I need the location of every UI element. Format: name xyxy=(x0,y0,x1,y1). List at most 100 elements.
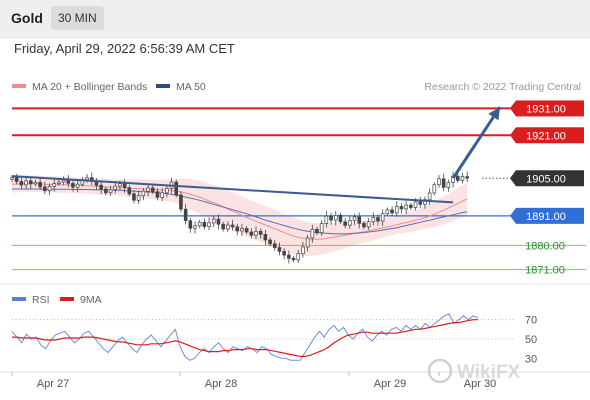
candle-body xyxy=(249,231,254,236)
candle-body xyxy=(136,195,141,201)
candle-body xyxy=(122,183,127,188)
candle-body xyxy=(380,213,385,222)
candle-body xyxy=(357,216,362,224)
candle-body xyxy=(258,231,263,235)
candle-body xyxy=(291,257,296,261)
ma50-line xyxy=(12,188,468,235)
trendline xyxy=(11,175,454,204)
candle-body xyxy=(268,239,272,245)
candle-body xyxy=(324,215,329,224)
candle-body xyxy=(390,209,394,214)
candle-body xyxy=(207,222,211,227)
watermark-logo-icon xyxy=(427,358,453,384)
candle-body xyxy=(310,228,315,239)
rsi-legend-swatch xyxy=(60,297,74,301)
candle-body xyxy=(211,218,216,224)
candle-body xyxy=(197,221,202,227)
candle-body xyxy=(272,243,277,248)
candle-body xyxy=(179,194,183,210)
candle-body xyxy=(404,204,408,210)
pivot-level-label: 1891.00 xyxy=(526,211,566,223)
candle-body xyxy=(132,193,136,201)
candle-body xyxy=(19,181,24,186)
candle-body xyxy=(319,223,324,234)
candle-body xyxy=(43,186,47,192)
rsi-legend-label: RSI xyxy=(32,294,50,306)
candle-body xyxy=(446,182,451,188)
resistance-label-box xyxy=(516,100,584,117)
candle-body xyxy=(460,176,465,181)
candle-body xyxy=(174,181,179,196)
resistance-label-pointer xyxy=(510,127,516,144)
x-tick-label: Apr 28 xyxy=(205,378,237,390)
candle-body xyxy=(277,247,282,252)
candle-body xyxy=(423,199,427,205)
x-tick-label: Apr 29 xyxy=(374,378,406,390)
candle-body xyxy=(118,183,122,187)
support-level-label: 1880.00 xyxy=(525,240,565,252)
candle-body xyxy=(244,228,249,233)
candle-body xyxy=(193,225,197,229)
candle-body xyxy=(301,246,305,255)
candle-body xyxy=(66,179,71,184)
candle-body xyxy=(226,224,230,230)
legend-swatch xyxy=(156,84,170,88)
ma20-line xyxy=(11,183,468,240)
candle-body xyxy=(113,185,118,190)
candle-body xyxy=(394,206,399,214)
timeframe-badge[interactable]: 30 MIN xyxy=(51,6,104,30)
candle-body xyxy=(24,180,28,186)
candle-body xyxy=(104,188,108,194)
rsi-tick-label: 50 xyxy=(525,334,537,346)
candle-body xyxy=(240,228,244,232)
projection-arrow-head xyxy=(488,107,500,121)
candle-body xyxy=(385,209,390,215)
candle-body xyxy=(14,177,19,182)
resistance-label-pointer xyxy=(510,100,516,117)
candle-body xyxy=(165,188,169,194)
candle-body xyxy=(235,226,240,232)
candle-body xyxy=(47,186,52,191)
pivot-label-pointer xyxy=(510,207,516,224)
candle-body xyxy=(160,192,164,198)
legend-swatch xyxy=(12,84,26,88)
candle-body xyxy=(432,184,437,194)
candle-body xyxy=(28,180,33,185)
candle-body xyxy=(348,220,352,226)
candle-body xyxy=(282,250,286,256)
candle-body xyxy=(52,183,57,187)
candle-body xyxy=(418,201,423,205)
candle-body xyxy=(427,192,432,201)
candle-body xyxy=(202,221,207,227)
candle-body xyxy=(75,183,80,188)
last-price-label: 1905.00 xyxy=(526,173,566,185)
candle-body xyxy=(57,181,61,184)
last-price-label-box xyxy=(516,170,584,187)
instrument-title: Gold xyxy=(11,10,43,26)
candle-body xyxy=(188,220,193,229)
legend-label: MA 20 + Bollinger Bands xyxy=(32,81,147,93)
candle-body xyxy=(371,217,376,223)
chart-credit: Research © 2022 Trading Central xyxy=(424,81,581,93)
watermark-text: WikiFX xyxy=(457,362,520,383)
candle-body xyxy=(343,221,347,226)
candle-body xyxy=(61,179,66,183)
resistance-label-box xyxy=(516,127,584,144)
candle-body xyxy=(441,178,446,188)
candle-body xyxy=(155,191,160,198)
header-bar: Gold 30 MIN xyxy=(0,0,590,38)
legend-label: MA 50 xyxy=(176,81,206,93)
candle-body xyxy=(329,215,333,221)
candle-body xyxy=(141,190,146,197)
candle-body xyxy=(338,214,343,223)
x-tick-label: Apr 30 xyxy=(464,378,496,390)
candle-body xyxy=(221,223,225,230)
candle-body xyxy=(183,208,188,221)
candle-body xyxy=(216,218,221,225)
projection-arrow-shaft xyxy=(451,106,502,180)
candle-body xyxy=(409,204,413,208)
candle-body xyxy=(366,221,371,228)
candle-body xyxy=(413,201,418,208)
resistance-level-label: 1931.00 xyxy=(526,103,566,115)
